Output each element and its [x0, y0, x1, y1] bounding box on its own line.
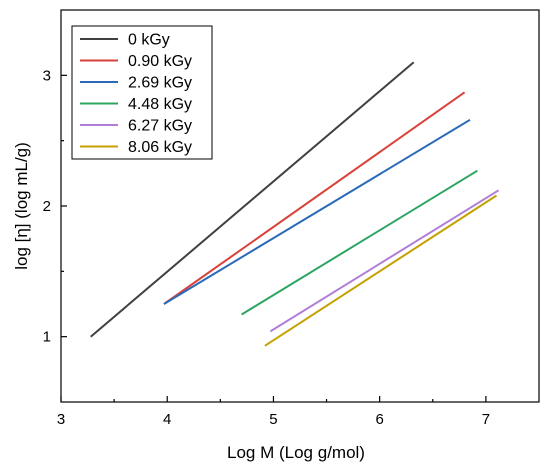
- series-line-2: [163, 118, 471, 305]
- y-axis-label: log [η] (log mL/g): [12, 142, 31, 270]
- x-tick-label: 6: [375, 411, 383, 428]
- legend: 0 kGy 0.90 kGy 2.69 kGy 4.48 kGy 6.27 kGy 8.0…: [71, 25, 213, 160]
- y-tick-label: 2: [43, 198, 51, 215]
- legend-box: [71, 25, 213, 160]
- legend-label-0: 0 kGy: [128, 32, 170, 49]
- series-line-5: [264, 194, 498, 347]
- x-tick-label: 7: [482, 411, 490, 428]
- legend-label-5: 8.06 kGy: [128, 139, 192, 156]
- ticks-layer: 3 4 5 6 7 1 2 3: [43, 67, 490, 428]
- legend-label-3: 4.48 kGy: [128, 96, 192, 113]
- legend-label-4: 6.27 kGy: [128, 118, 192, 135]
- x-tick-label: 4: [163, 411, 171, 428]
- x-tick-label: 3: [57, 411, 65, 428]
- y-tick-label: 3: [43, 67, 51, 84]
- x-tick-label: 5: [269, 411, 277, 428]
- legend-label-1: 0.90 kGy: [128, 53, 192, 70]
- series-line-3: [241, 169, 478, 316]
- series-layer: [90, 61, 500, 347]
- legend-label-2: 2.69 kGy: [128, 75, 192, 92]
- series-line-4: [269, 189, 500, 333]
- y-tick-label: 1: [43, 329, 51, 346]
- x-axis-label: Log M (Log g/mol): [227, 443, 365, 462]
- series-line-1: [163, 91, 466, 305]
- series-line-0: [90, 61, 415, 338]
